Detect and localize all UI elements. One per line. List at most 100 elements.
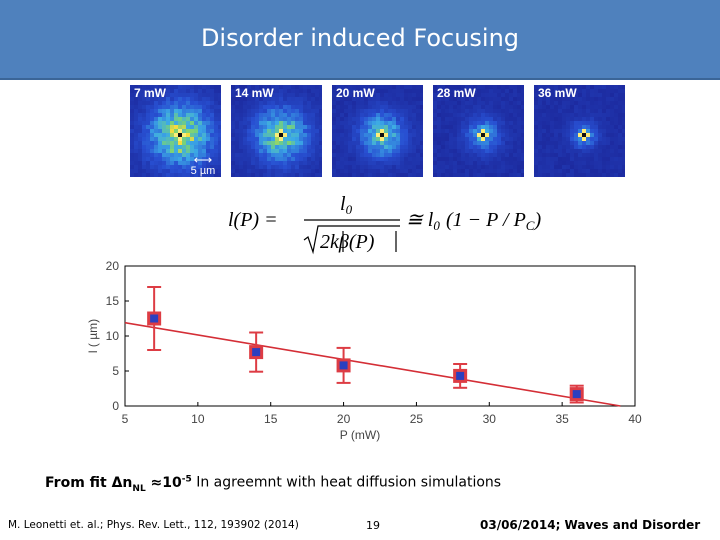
image-pixel <box>303 169 307 173</box>
image-pixel <box>315 97 319 101</box>
image-pixel <box>550 161 554 165</box>
image-pixel <box>287 85 291 89</box>
image-pixel <box>206 161 210 165</box>
image-pixel <box>517 101 521 105</box>
image-pixel <box>441 89 445 93</box>
image-pixel <box>214 93 218 97</box>
image-pixel <box>178 149 182 153</box>
image-pixel <box>420 129 423 133</box>
image-pixel <box>344 129 348 133</box>
image-pixel <box>259 165 263 169</box>
image-pixel <box>303 117 307 121</box>
image-pixel <box>477 149 481 153</box>
image-pixel <box>489 113 493 117</box>
image-pixel <box>404 145 408 149</box>
image-pixel <box>408 97 412 101</box>
image-pixel <box>477 105 481 109</box>
image-pixel <box>550 129 554 133</box>
image-pixel <box>364 97 368 101</box>
image-pixel <box>465 121 469 125</box>
image-pixel <box>598 101 602 105</box>
image-pixel <box>392 105 396 109</box>
image-pixel <box>336 113 340 117</box>
image-pixel <box>202 141 206 145</box>
image-pixel <box>384 93 388 97</box>
image-pixel <box>356 133 360 137</box>
image-pixel <box>505 161 509 165</box>
image-pixel <box>457 165 461 169</box>
image-pixel <box>606 141 610 145</box>
image-pixel <box>501 125 505 129</box>
image-pixel <box>618 109 622 113</box>
image-pixel <box>190 157 194 161</box>
image-pixel <box>501 129 505 133</box>
image-pixel <box>352 169 356 173</box>
image-pixel <box>586 161 590 165</box>
image-pixel <box>489 125 493 129</box>
image-pixel <box>283 97 287 101</box>
image-pixel <box>586 137 590 141</box>
image-pixel <box>182 129 186 133</box>
image-pixel <box>214 145 218 149</box>
image-pixel <box>214 101 218 105</box>
image-pixel <box>182 105 186 109</box>
image-pixel <box>275 105 279 109</box>
image-pixel <box>214 109 218 113</box>
image-pixel <box>566 173 570 177</box>
image-pixel <box>299 117 303 121</box>
image-pixel <box>505 101 509 105</box>
image-pixel <box>513 157 517 161</box>
image-pixel <box>138 105 142 109</box>
image-pixel <box>295 169 299 173</box>
image-pixel <box>513 161 517 165</box>
focus-spot <box>178 133 182 137</box>
image-pixel <box>243 117 247 121</box>
image-pixel <box>214 161 218 165</box>
image-pixel <box>299 141 303 145</box>
image-pixel <box>239 141 243 145</box>
image-pixel <box>610 113 614 117</box>
image-pixel <box>243 153 247 157</box>
image-pixel <box>311 161 315 165</box>
image-pixel <box>295 117 299 121</box>
image-pixel <box>453 113 457 117</box>
image-pixel <box>509 141 513 145</box>
image-pixel <box>497 89 501 93</box>
image-pixel <box>255 97 259 101</box>
image-pixel <box>202 153 206 157</box>
image-pixel <box>489 169 493 173</box>
image-pixel <box>202 145 206 149</box>
image-pixel <box>315 125 319 129</box>
image-pixel <box>295 161 299 165</box>
image-pixel <box>477 161 481 165</box>
image-pixel <box>513 89 517 93</box>
image-pixel <box>368 165 372 169</box>
image-pixel <box>445 105 449 109</box>
image-pixel <box>134 133 138 137</box>
image-pixel <box>190 93 194 97</box>
image-pixel <box>562 165 566 169</box>
image-pixel <box>142 89 146 93</box>
image-pixel <box>610 169 614 173</box>
image-pixel <box>251 133 255 137</box>
image-pixel <box>303 173 307 177</box>
image-pixel <box>534 129 538 133</box>
image-pixel <box>461 101 465 105</box>
image-pixel <box>408 125 412 129</box>
image-pixel <box>291 173 295 177</box>
image-pixel <box>437 173 441 177</box>
image-pixel <box>562 85 566 89</box>
image-pixel <box>198 141 202 145</box>
page-number: 19 <box>366 519 380 532</box>
image-pixel <box>283 121 287 125</box>
image-pixel <box>550 169 554 173</box>
image-pixel <box>614 113 618 117</box>
image-pixel <box>392 117 396 121</box>
image-pixel <box>166 173 170 177</box>
image-pixel <box>368 105 372 109</box>
image-pixel <box>206 169 210 173</box>
image-pixel <box>336 157 340 161</box>
image-pixel <box>340 97 344 101</box>
image-pixel <box>336 101 340 105</box>
image-pixel <box>400 137 404 141</box>
